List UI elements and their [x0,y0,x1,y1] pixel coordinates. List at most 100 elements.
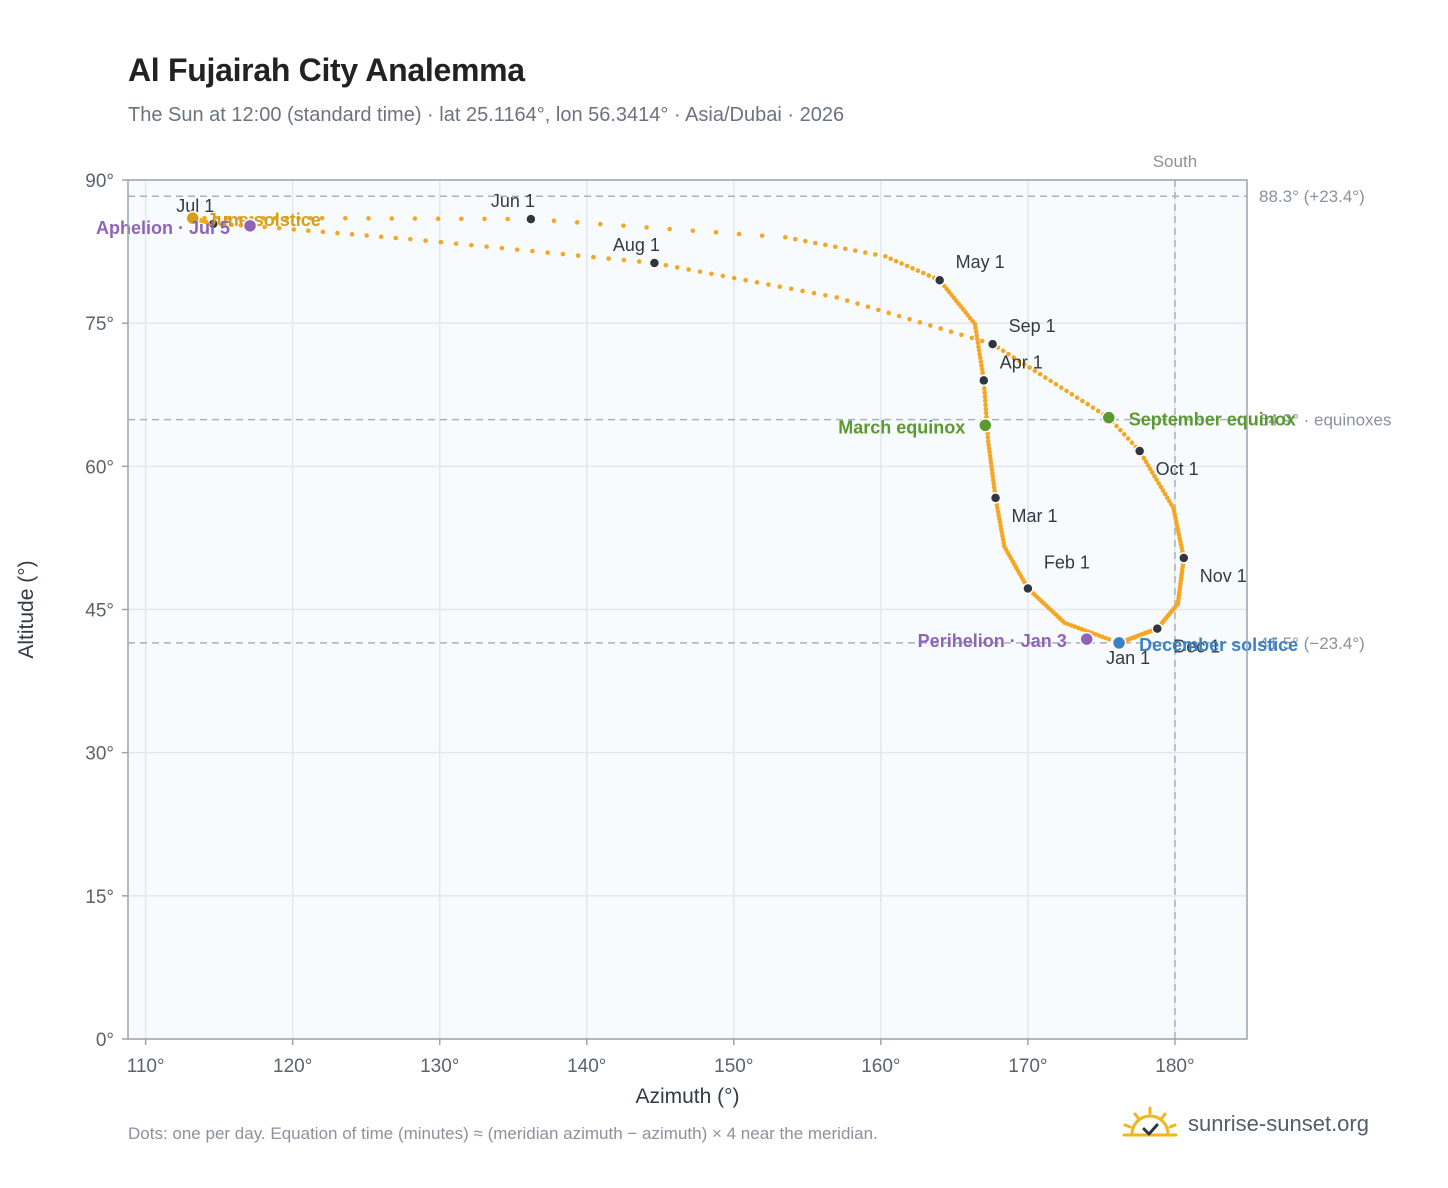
y-tick-label: 0° [96,1030,114,1051]
analemma-day-dot [663,262,669,268]
analemma-day-dot [1160,488,1166,493]
month-marker-label: Aug 1 [613,235,660,255]
analemma-day-dot [982,394,988,400]
analemma-day-dot [990,470,995,476]
event-marker [185,210,200,226]
analemma-day-dot [1074,395,1080,400]
analemma-day-dot [306,228,311,233]
analemma-day-dot [800,288,805,294]
analemma-day-dot [469,242,474,248]
analemma-day-dot [335,230,340,236]
analemma-day-dot [731,275,737,281]
analemma-day-dot [982,386,987,391]
analemma-day-dot [948,329,954,334]
event-marker [1111,635,1127,651]
analemma-day-dot [412,216,418,221]
analemma-day-dot [1090,405,1096,410]
analemma-day-dot [713,230,719,235]
month-marker-label: Jan 1 [1106,648,1150,668]
analemma-day-dot [1125,436,1131,441]
analemma-day-dot [1147,466,1153,472]
analemma-day-dot [766,282,771,287]
analemma-day-dot [736,231,742,237]
analemma-day-dot [1048,378,1053,384]
analemma-day-dot [1006,351,1011,357]
brand[interactable]: sunrise-sunset.org [1122,1104,1369,1144]
analemma-day-dot [1037,371,1043,377]
analemma-day-dot [982,398,988,404]
analemma-day-dot [621,223,626,229]
analemma-day-dot [842,246,848,252]
event-marker [978,418,993,433]
analemma-day-dot [983,410,989,416]
event-label: Aphelion · Jul 5 [96,218,230,238]
analemma-day-dot [438,239,444,245]
analemma-day-dot [997,516,1002,521]
analemma-day-dot [834,295,840,300]
analemma-day-dot [983,402,988,408]
analemma-day-dot [985,439,991,444]
analemma-day-dot [378,234,384,240]
analemma-day-dot [597,221,603,227]
analemma-day-dot [988,456,993,462]
analemma-day-dot [1021,361,1027,367]
analemma-day-dot [759,233,765,238]
analemma-day-dot [458,216,464,222]
analemma-day-dot [917,320,923,325]
analemma-day-dot [990,477,996,483]
analemma-day-dot [389,216,394,221]
analemma-day-dot [349,232,355,237]
analemma-day-dot [697,269,703,274]
x-tick-label: 120° [273,1056,312,1077]
x-tick-label: 160° [861,1056,900,1077]
analemma-path [190,215,1187,646]
analemma-day-dot [974,333,980,338]
y-tick-label: 75° [85,314,114,335]
analemma-day-dot [220,222,225,227]
analemma-day-dot [1027,365,1032,370]
analemma-day-dot [499,245,505,251]
analemma-day-dot [977,355,983,361]
analemma-day-dot [308,215,313,221]
analemma-day-dot [291,227,297,232]
analemma-day-dot [899,261,904,266]
chart-title: Al Fujairah City Analemma [128,52,525,88]
y-tick-label: 15° [85,887,114,908]
event-label: December solstice [1139,635,1298,655]
analemma-day-dot [777,284,783,289]
month-marker-label: Oct 1 [1156,459,1199,479]
analemma-day-dot [893,258,899,264]
analemma-day-dot [1000,348,1006,354]
month-marker [525,213,537,225]
analemma-day-dot [262,224,267,230]
x-tick-label: 140° [567,1056,606,1077]
analemma-day-dot [999,530,1005,535]
analemma-day-dot [575,253,581,258]
analemma-day-dot [987,449,992,455]
analemma-day-dot [260,215,266,221]
analemma-day-dot [1118,427,1123,433]
month-marker-label: Feb 1 [1044,553,1090,573]
month-marker [986,338,999,350]
analemma-day-dot [423,238,428,243]
analemma-day-dot [1043,375,1048,380]
analemma-day-dot [1121,432,1127,437]
month-marker-label: Apr 1 [1000,352,1043,372]
analemma-day-dot [435,216,441,222]
analemma-day-dot [238,223,244,228]
analemma-day-dot [574,220,580,225]
analemma-day-dot [959,332,964,338]
analemma-day-dot [1058,385,1064,390]
analemma-day-dot [1095,408,1101,414]
event-label: September equinox [1129,410,1296,430]
analemma-day-dot [985,435,991,440]
analemma-day-dot [505,216,510,222]
analemma-day-dot [393,235,399,241]
analemma-day-dot [1152,473,1157,479]
reference-line-label: 41.5° (−23.4°) [1259,634,1365,653]
analemma-day-dot [978,359,984,364]
y-tick-label: 45° [85,601,114,622]
analemma-day-dot [995,505,1000,511]
analemma-day-dot [1000,533,1005,539]
analemma-day-dot [743,277,748,283]
